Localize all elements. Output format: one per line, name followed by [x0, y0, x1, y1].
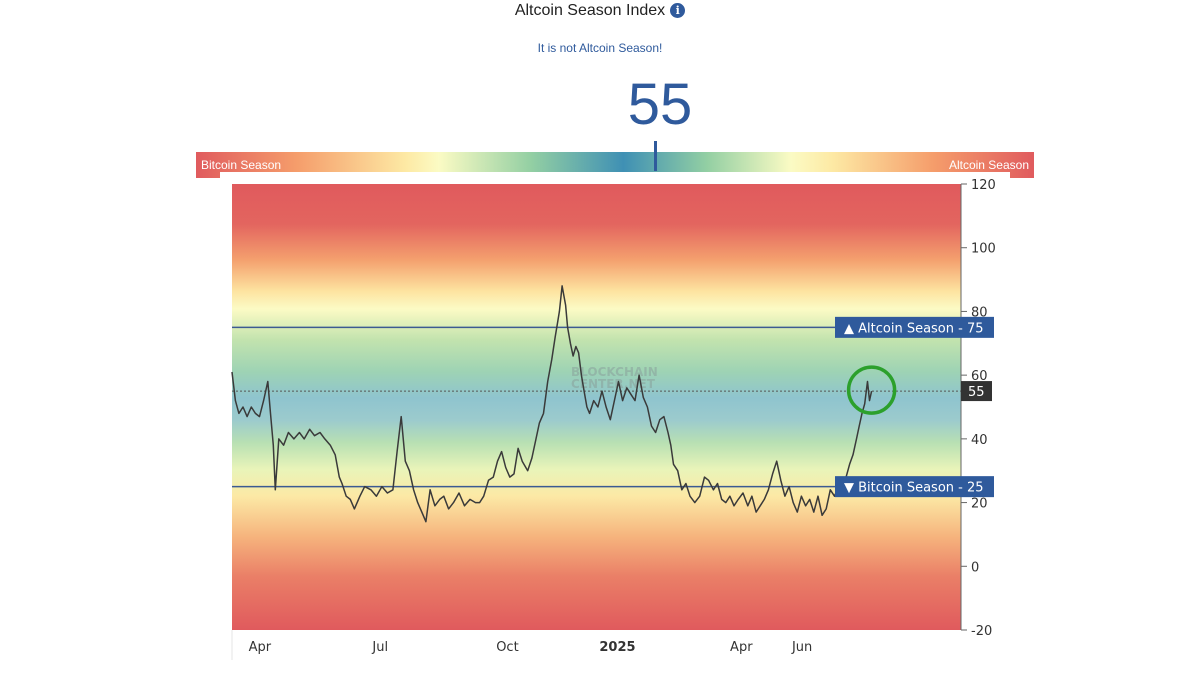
x-tick-label: Apr — [730, 640, 753, 655]
threshold-badge-label: ▲ Altcoin Season - 75 — [844, 321, 984, 336]
highlight-circle — [846, 365, 897, 415]
chart-title: Altcoin Season Index — [514, 2, 666, 19]
current-value-badge — [961, 381, 992, 402]
season-gauge-bar: Bitcoin Season Altcoin Season — [196, 141, 1034, 178]
gauge-base-strip — [220, 172, 1010, 178]
threshold-badge — [835, 476, 994, 498]
x-tick-label: 2025 — [599, 640, 635, 655]
y-tick-label: 0 — [971, 560, 979, 575]
gauge-left-label: Bitcoin Season — [201, 158, 282, 172]
watermark-line-1: BLOCKCHAIN — [571, 365, 658, 379]
y-tick-label: 80 — [971, 305, 988, 320]
current-index-value: 55 — [627, 72, 693, 137]
y-tick-label: 60 — [971, 369, 988, 384]
series-line — [231, 285, 873, 523]
x-tick-label: Jun — [791, 640, 812, 655]
threshold-badge-label: ▼ Bitcoin Season - 25 — [844, 481, 984, 496]
current-value-badge-label: 55 — [968, 385, 985, 400]
x-tick-label: Oct — [496, 640, 518, 655]
y-tick-label: 120 — [971, 178, 996, 193]
x-axis-strip — [232, 630, 1001, 660]
y-tick-label: 40 — [971, 433, 988, 448]
threshold-badge — [835, 316, 994, 338]
y-tick-label: 100 — [971, 242, 996, 257]
chart-background — [232, 184, 961, 630]
info-icon[interactable]: i — [670, 3, 686, 18]
watermark-line-2: CENTER.NET — [571, 377, 656, 391]
gauge-needle — [653, 141, 657, 171]
season-status-text: It is not Altcoin Season! — [537, 41, 663, 55]
watermark: BLOCKCHAIN CENTER.NET — [571, 365, 658, 391]
gauge-right-label: Altcoin Season — [948, 158, 1029, 172]
y-tick-label: -20 — [971, 624, 992, 639]
x-tick-label: Apr — [249, 640, 272, 655]
chart-title-row: Altcoin Season Index i — [0, 2, 1200, 24]
x-tick-label: Jul — [371, 640, 388, 655]
y-tick-label: 20 — [971, 497, 988, 512]
